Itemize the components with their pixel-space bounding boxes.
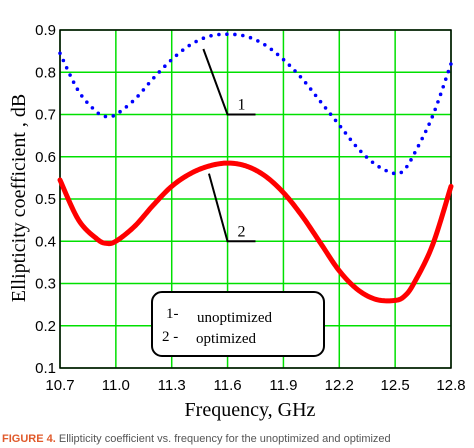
- annotation-label-1: 1: [238, 97, 246, 114]
- y-tick-label: 0.3: [35, 276, 56, 293]
- y-tick-label: 0.4: [35, 233, 56, 250]
- legend-marker-1: 1-: [166, 306, 179, 322]
- y-tick-label: 0.5: [35, 191, 56, 208]
- ellipticity-chart: 12 10.7 11.0 11.3 11.6 11.9 12.2 12.5 12.8 0.10…: [8, 22, 466, 421]
- y-tick-label: 0.1: [35, 360, 56, 377]
- x-tick-label: 11.0: [102, 377, 130, 394]
- legend-text-1: unoptimized: [197, 310, 272, 326]
- annotation-label-2: 2: [238, 223, 246, 240]
- x-tick-labels: 10.7 11.0 11.3 11.6 11.9 12.2 12.5 12.8: [45, 377, 465, 394]
- annotation-leader-1: [202, 48, 256, 116]
- legend-text-2: optimized: [196, 331, 256, 347]
- series-line-2: [57, 160, 454, 304]
- y-tick-labels: 0.1 0.2 0.3 0.4 0.5 0.6 0.7 0.8 0.9: [35, 22, 56, 377]
- annotation-leader-2: [207, 173, 256, 243]
- y-tick-label: 0.8: [35, 64, 56, 81]
- x-tick-label: 11.3: [158, 377, 186, 394]
- x-tick-label: 12.5: [381, 377, 410, 394]
- x-tick-label: 11.6: [214, 377, 242, 394]
- legend-marker-2: 2 -: [162, 329, 178, 345]
- y-axis-title: Ellipticity coefficient , dB: [8, 94, 30, 302]
- legend-box: [151, 291, 325, 357]
- series-layer: [57, 32, 454, 304]
- x-tick-label: 11.9: [269, 377, 297, 394]
- x-tick-label: 10.7: [45, 377, 74, 394]
- y-tick-label: 0.6: [35, 149, 56, 166]
- caption-text: Ellipticity coefficient vs. frequency fo…: [58, 433, 391, 445]
- legend: 1- unoptimized 2 - optimized: [151, 291, 325, 357]
- series-line-1: [58, 32, 453, 176]
- figure-caption: FIGURE 4. Ellipticity coefficient vs. fr…: [2, 433, 472, 447]
- y-tick-label: 0.9: [35, 22, 56, 39]
- y-tick-label: 0.7: [35, 107, 56, 124]
- caption-label: FIGURE 4.: [2, 433, 56, 445]
- plot-frame: [59, 29, 452, 369]
- x-axis-title: Frequency, GHz: [185, 399, 316, 421]
- annotation-layer: 12: [202, 48, 256, 243]
- x-tick-label: 12.2: [325, 377, 354, 394]
- y-tick-label: 0.2: [35, 318, 56, 335]
- x-tick-label: 12.8: [436, 377, 465, 394]
